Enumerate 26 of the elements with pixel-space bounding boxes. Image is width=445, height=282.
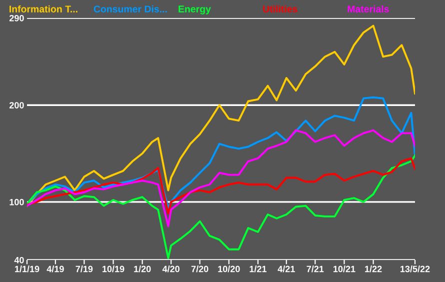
text: Information T... (10, 5, 78, 12)
x-tick-label: 1/1/19 (15, 266, 40, 272)
x-tick-label: 10/19 (102, 266, 124, 272)
line-series (27, 157, 415, 215)
x-tick-label: 7/21 (306, 266, 324, 272)
x-tick-label: 4/19 (46, 266, 64, 272)
line-series (27, 96, 415, 209)
x-tick-label: 7/19 (76, 266, 93, 272)
x-tick-label: 4/20 (162, 266, 180, 272)
text: Energy (178, 6, 211, 14)
y-tick-label: 100 (10, 198, 24, 206)
text: Consumer Dis... (94, 5, 167, 12)
x-tick-label: 1/20 (134, 266, 151, 272)
y-tick-label: 200 (9, 102, 24, 108)
y-tick-label: 40 (14, 256, 24, 264)
y-tick-label: 290 (9, 14, 24, 22)
x-tick-label: 4/21 (278, 266, 295, 272)
x-tick-label: 10/21 (334, 266, 356, 272)
text: Utilities (263, 5, 298, 12)
line-series (27, 129, 415, 228)
x-tick-label: 13/5/22 (400, 266, 430, 272)
text: Materials (348, 5, 389, 12)
x-tick-label: 7/20 (191, 266, 208, 272)
x-tick-label: 1/21 (250, 266, 266, 272)
x-tick-label: 1/22 (365, 266, 382, 272)
x-tick-label: 10/20 (218, 266, 240, 272)
